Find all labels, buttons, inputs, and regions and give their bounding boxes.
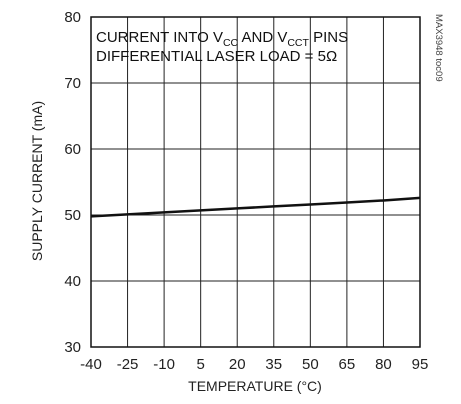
grid-lines: [90, 16, 421, 348]
annotation-line-1: CURRENT INTO VCC AND VCCT PINS: [96, 29, 348, 49]
y-tick-label: 30: [64, 339, 81, 356]
y-tick-label: 80: [64, 9, 81, 26]
x-tick-label: 35: [265, 356, 282, 373]
y-tick-label: 40: [64, 273, 81, 290]
y-axis-label: SUPPLY CURRENT (mA): [29, 101, 45, 261]
y-tick-label: 50: [64, 207, 81, 224]
x-tick-label: -40: [80, 356, 102, 373]
supply-current-line: [90, 196, 421, 218]
y-tick-labels: 30 40 50 60 70 80: [64, 9, 81, 356]
x-tick-label: 5: [196, 356, 204, 373]
x-tick-label: 50: [302, 356, 319, 373]
x-axis-label: TEMPERATURE (°C): [188, 378, 322, 394]
y-tick-label: 70: [64, 75, 81, 92]
x-tick-label: 80: [375, 356, 392, 373]
data-series: [90, 196, 421, 218]
x-tick-label: 20: [229, 356, 246, 373]
x-tick-label: 95: [412, 356, 429, 373]
y-tick-label: 60: [64, 141, 81, 158]
x-tick-label: 65: [339, 356, 356, 373]
x-tick-label: -25: [117, 356, 139, 373]
figure-id: MAX3948 toc09: [433, 14, 444, 82]
annotation-line-2: DIFFERENTIAL LASER LOAD = 5Ω: [96, 48, 337, 65]
plot-frame: [90, 16, 421, 348]
x-tick-labels: -40 -25 -10 5 20 35 50 65 80 95: [80, 356, 428, 373]
x-tick-label: -10: [153, 356, 175, 373]
